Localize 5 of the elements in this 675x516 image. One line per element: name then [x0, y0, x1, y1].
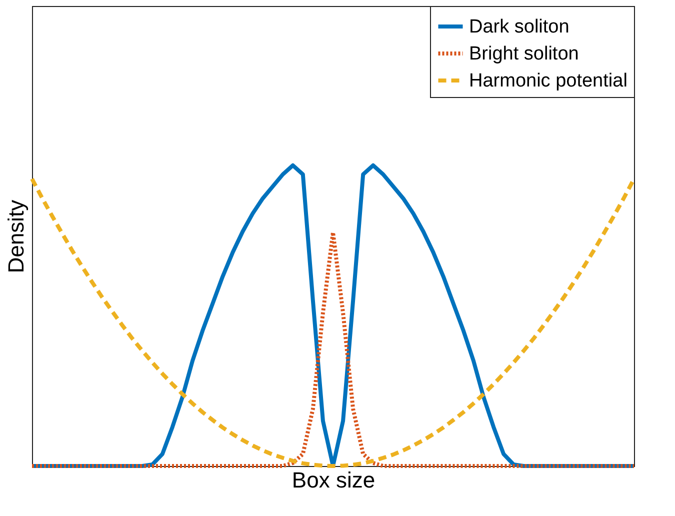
- legend-label: Harmonic potential: [469, 70, 628, 92]
- legend-label: Bright soliton: [469, 44, 579, 64]
- legend-label: Dark soliton: [469, 16, 570, 38]
- y-axis-title: Density: [4, 200, 28, 274]
- x-axis-title: Box size: [292, 468, 376, 492]
